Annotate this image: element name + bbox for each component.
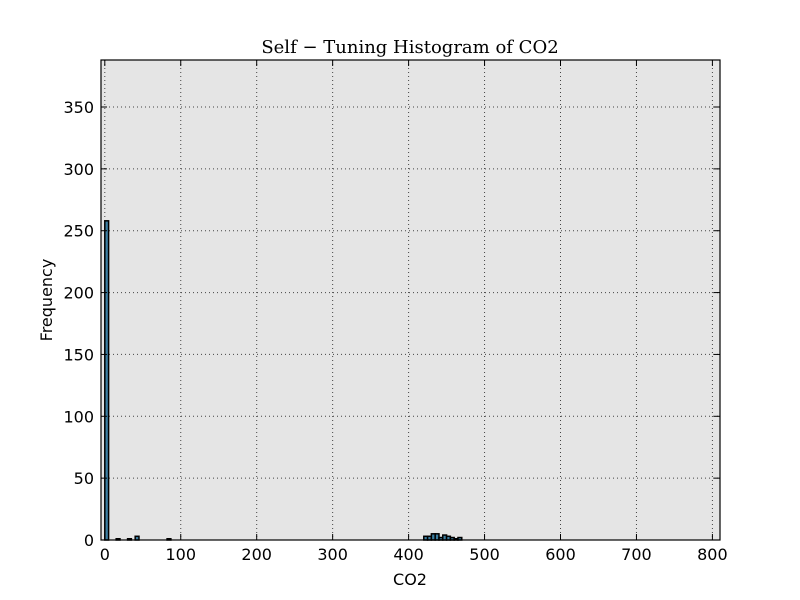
x-tick-label: 200 (241, 545, 272, 564)
y-tick-label: 350 (63, 98, 94, 117)
y-tick-label: 300 (63, 160, 94, 179)
y-tick-label: 200 (63, 284, 94, 303)
histogram-bar (104, 220, 110, 541)
plot-frame (100, 59, 721, 541)
x-axis-label: CO2 (393, 570, 427, 589)
axis-ticks: 0 100 200 300 400 500 600 700 800 0 50 100 150 200 250… (63, 60, 728, 564)
plot-area (101, 60, 720, 540)
x-tick-label: 500 (469, 545, 500, 564)
x-tick-label: 600 (545, 545, 576, 564)
y-tick-label: 0 (84, 531, 94, 550)
y-tick-label: 50 (74, 469, 94, 488)
x-tick-label: 100 (165, 545, 196, 564)
chart-title: Self − Tuning Histogram of CO2 (261, 37, 558, 58)
grid-lines (101, 60, 720, 540)
x-tick-label: 400 (393, 545, 424, 564)
x-tick-label: 300 (317, 545, 348, 564)
x-tick-label: 700 (621, 545, 652, 564)
y-axis-label: Frequency (37, 259, 56, 342)
x-tick-label: 800 (697, 545, 728, 564)
y-tick-label: 250 (63, 222, 94, 241)
y-tick-label: 100 (63, 407, 94, 426)
y-tick-label: 150 (63, 345, 94, 364)
x-tick-label: 0 (100, 545, 110, 564)
